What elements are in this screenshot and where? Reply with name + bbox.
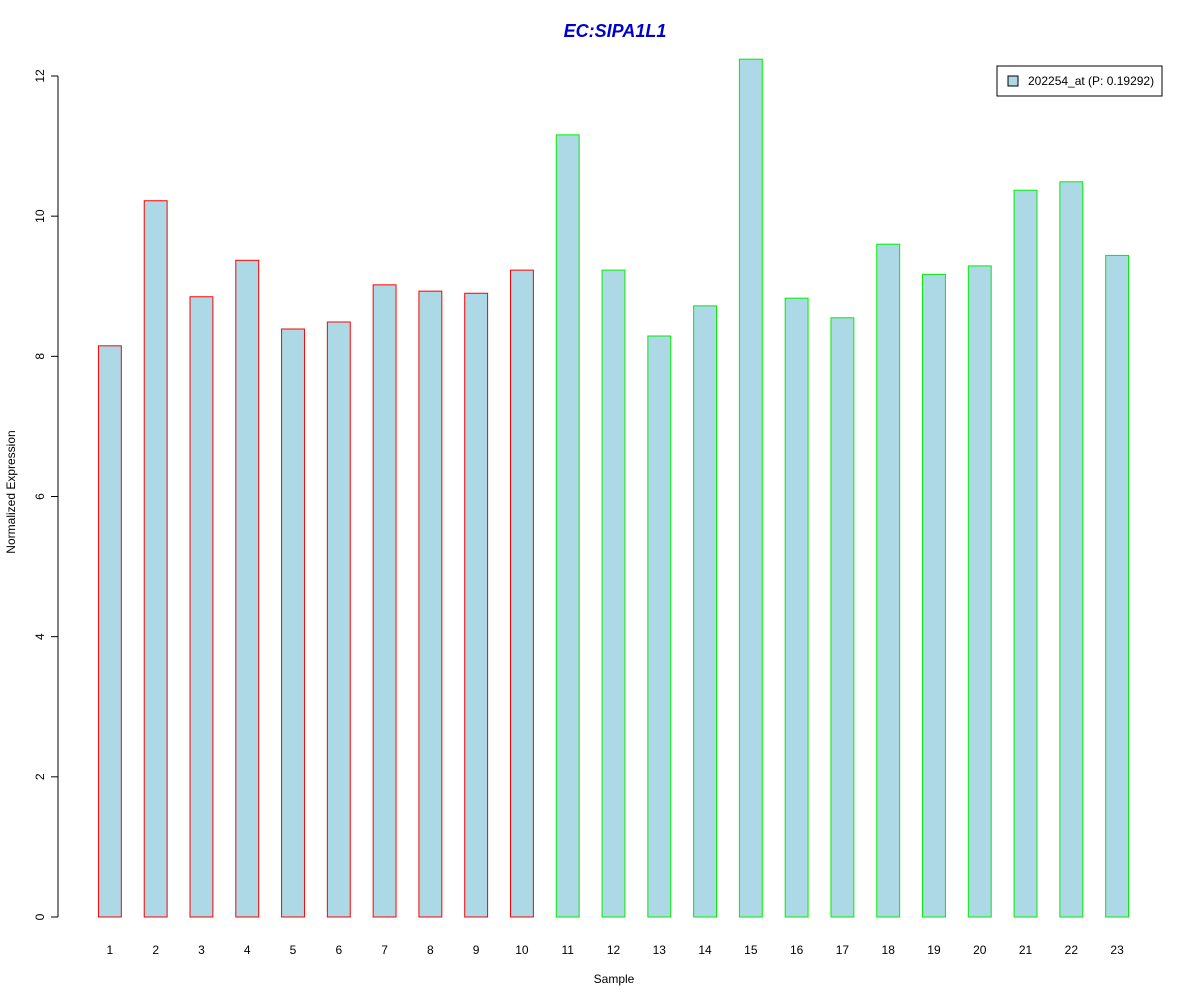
bar-sample-1	[97, 345, 122, 918]
bar-sample-4	[235, 259, 260, 918]
x-tick-label: 18	[882, 943, 896, 957]
x-tick-label: 1	[107, 943, 114, 957]
bar-sample-12	[601, 269, 626, 918]
x-tick-label: 13	[653, 943, 667, 957]
x-tick-label: 19	[927, 943, 941, 957]
legend-box	[996, 65, 1163, 97]
x-tick-label: 10	[515, 943, 529, 957]
bar-sample-20	[967, 265, 992, 918]
x-axis-title: Sample	[594, 972, 635, 986]
y-axis-title: Normalized Expression	[4, 430, 18, 553]
bar-sample-22	[1059, 181, 1084, 918]
x-tick-label: 6	[335, 943, 342, 957]
x-tick-label: 5	[290, 943, 297, 957]
x-tick-label: 20	[973, 943, 987, 957]
x-tick-label: 3	[198, 943, 205, 957]
y-tick-label: 6	[33, 493, 47, 500]
bar-sample-16	[784, 297, 809, 918]
bar-sample-18	[876, 243, 901, 918]
legend-swatch	[1007, 75, 1019, 87]
x-tick-label: 7	[381, 943, 388, 957]
x-tick-label: 12	[607, 943, 621, 957]
bar-sample-7	[372, 284, 397, 918]
bar-sample-11	[555, 134, 580, 918]
bar-sample-15	[738, 58, 763, 918]
bar-sample-19	[922, 273, 946, 918]
bar-sample-14	[693, 305, 718, 918]
bar-sample-13	[647, 335, 672, 918]
x-tick-label: 4	[244, 943, 251, 957]
x-tick-label: 9	[473, 943, 480, 957]
x-tick-label: 17	[836, 943, 850, 957]
y-tick-label: 10	[33, 209, 47, 223]
y-tick-label: 0	[33, 913, 47, 920]
bar-sample-10	[509, 269, 534, 918]
x-tick-label: 23	[1110, 943, 1124, 957]
x-tick-label: 21	[1019, 943, 1033, 957]
bar-sample-2	[143, 200, 168, 918]
y-tick-label: 12	[33, 69, 47, 83]
x-tick-label: 22	[1065, 943, 1079, 957]
bar-sample-17	[830, 317, 855, 918]
x-tick-labels: 1 2 3 4 5 6 7 8 9 10 11 12 13 14 15 16 17 18 19 20 21 22 23	[107, 943, 1125, 957]
bar-sample-3	[189, 296, 214, 918]
bar-sample-21	[1013, 189, 1038, 918]
y-tick-label: 8	[33, 353, 47, 360]
bars	[97, 58, 1130, 918]
y-axis: 0 2 4 6 8 10 12	[33, 69, 59, 920]
y-tick-label: 2	[33, 773, 47, 780]
y-tick-label: 4	[33, 633, 47, 640]
bar-sample-6	[326, 321, 351, 918]
x-tick-label: 16	[790, 943, 804, 957]
bar-sample-23	[1105, 254, 1130, 918]
x-tick-label: 2	[152, 943, 159, 957]
legend: 202254_at (P: 0.19292)	[996, 65, 1163, 97]
x-tick-label: 8	[427, 943, 434, 957]
legend-label: 202254_at (P: 0.19292)	[1028, 74, 1154, 88]
bar-sample-5	[281, 328, 305, 918]
bar-sample-9	[464, 292, 489, 918]
x-tick-label: 11	[561, 943, 574, 957]
chart-title: EC:SIPA1L1	[564, 21, 667, 41]
x-tick-label: 14	[698, 943, 712, 957]
bar-sample-8	[418, 290, 443, 918]
x-tick-label: 15	[744, 943, 758, 957]
